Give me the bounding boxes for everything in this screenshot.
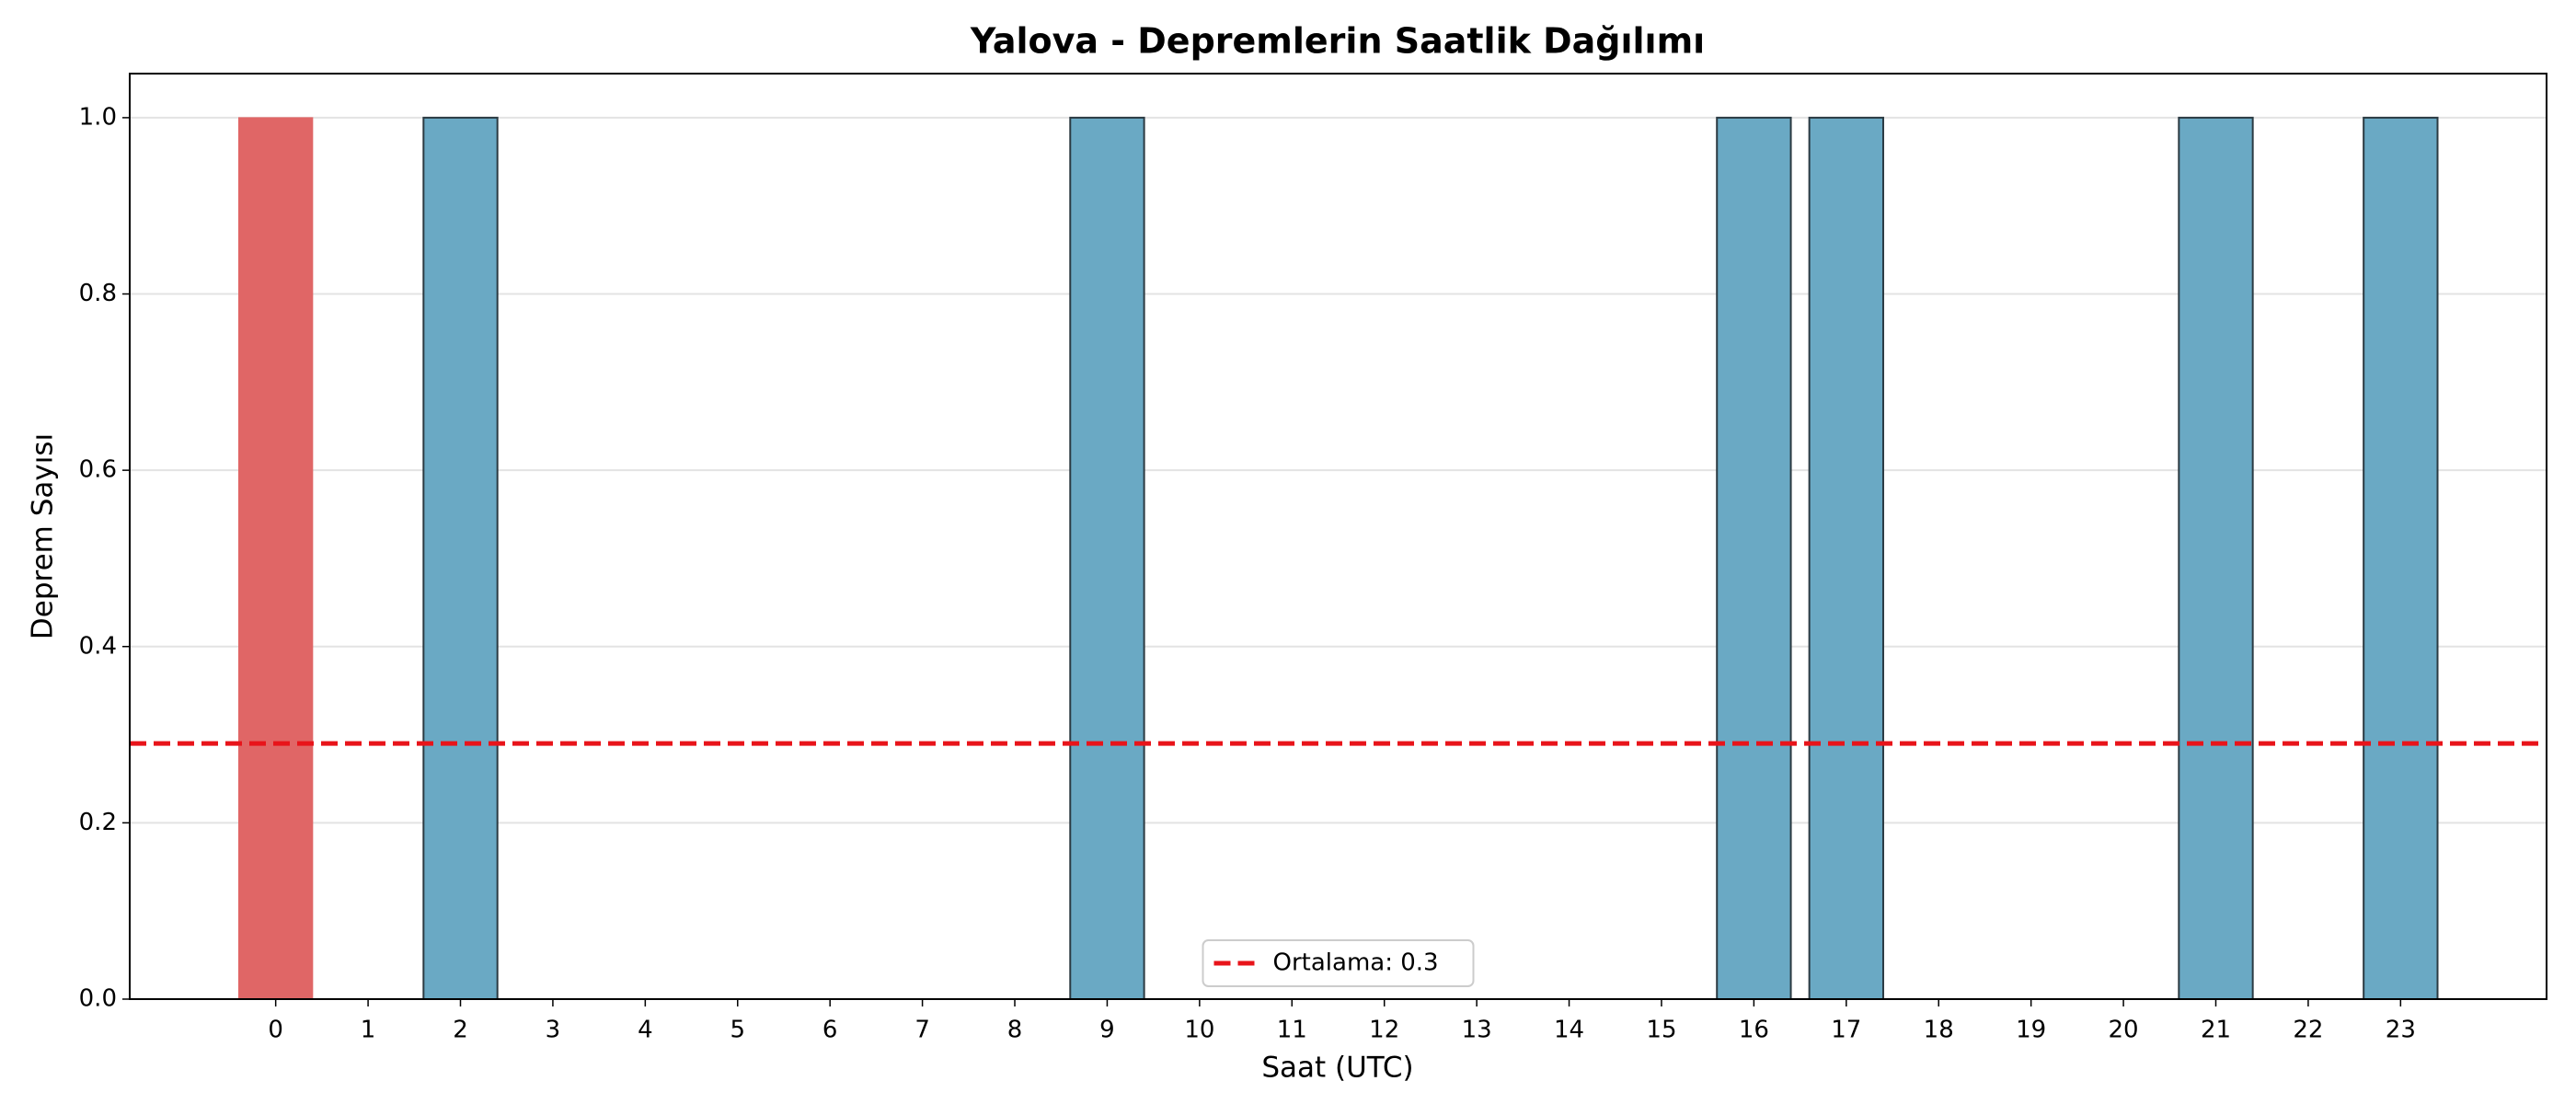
x-tick-label: 15 bbox=[1646, 1017, 1676, 1044]
x-tick-label: 2 bbox=[453, 1017, 468, 1044]
x-tick-label: 12 bbox=[1369, 1017, 1399, 1044]
bar bbox=[2178, 116, 2254, 1000]
x-tick-label: 14 bbox=[1554, 1017, 1584, 1044]
x-tick-label: 0 bbox=[268, 1017, 283, 1044]
x-tick-label: 19 bbox=[2016, 1017, 2046, 1044]
x-tick-label: 17 bbox=[1831, 1017, 1861, 1044]
bar bbox=[422, 116, 499, 1000]
x-tick-label: 9 bbox=[1099, 1017, 1115, 1044]
chart-title: Yalova - Depremlerin Saatlik Dağılımı bbox=[970, 21, 1705, 62]
x-tick-label: 23 bbox=[2386, 1017, 2416, 1044]
x-axis-label: Saat (UTC) bbox=[1261, 1052, 1413, 1085]
y-axis-label: Deprem Sayısı bbox=[27, 433, 60, 639]
x-tick-label: 5 bbox=[730, 1017, 745, 1044]
x-tick-label: 18 bbox=[1924, 1017, 1954, 1044]
y-tick-label: 0.8 bbox=[79, 280, 117, 307]
x-tick-label: 3 bbox=[546, 1017, 561, 1044]
x-tick-label: 16 bbox=[1739, 1017, 1769, 1044]
legend-label: Ortalama: 0.3 bbox=[1273, 949, 1439, 977]
x-tick-label: 7 bbox=[914, 1017, 930, 1044]
x-tick-label: 21 bbox=[2201, 1017, 2231, 1044]
x-tick-label: 1 bbox=[361, 1017, 376, 1044]
bar bbox=[237, 117, 314, 1000]
legend-box bbox=[1202, 939, 1475, 987]
x-tick-label: 6 bbox=[822, 1017, 838, 1044]
x-tick-label: 20 bbox=[2109, 1017, 2139, 1044]
x-tick-label: 13 bbox=[1462, 1017, 1492, 1044]
x-tick-label: 8 bbox=[1007, 1017, 1023, 1044]
x-tick-label: 11 bbox=[1277, 1017, 1307, 1044]
y-tick-label: 0.2 bbox=[79, 809, 117, 836]
x-tick-label: 22 bbox=[2293, 1017, 2323, 1044]
x-tick-label: 4 bbox=[638, 1017, 653, 1044]
bar bbox=[1808, 116, 1884, 1000]
bar bbox=[1716, 116, 1792, 1000]
y-tick-label: 0.6 bbox=[79, 456, 117, 484]
bar bbox=[2363, 116, 2439, 1000]
y-tick-label: 0.0 bbox=[79, 985, 117, 1013]
y-tick-label: 0.4 bbox=[79, 632, 117, 660]
plot-frame bbox=[129, 73, 2547, 1000]
x-tick-label: 10 bbox=[1184, 1017, 1214, 1044]
y-tick-label: 1.0 bbox=[79, 103, 117, 131]
bar bbox=[1069, 116, 1145, 1000]
